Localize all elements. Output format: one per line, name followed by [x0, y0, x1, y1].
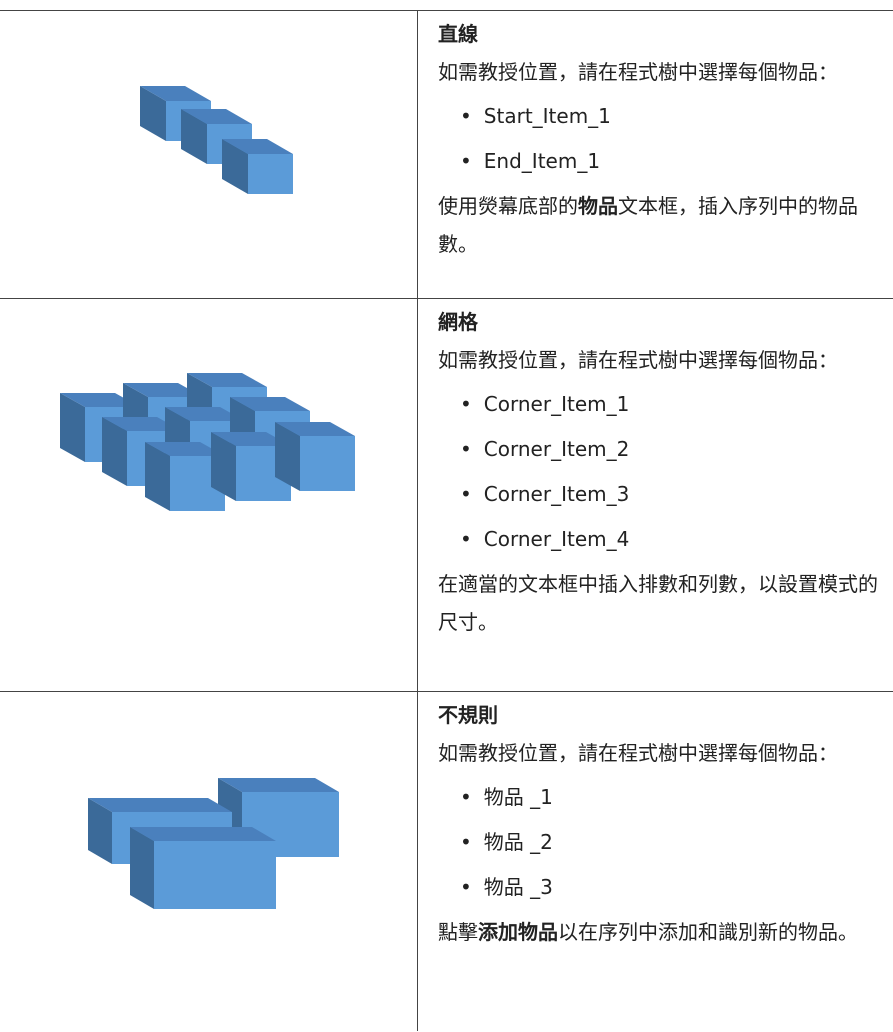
cube-illustration — [88, 778, 339, 909]
cube-front — [248, 154, 293, 194]
cube-top — [275, 422, 355, 436]
text-segment: 使用熒幕底部的 — [438, 194, 578, 218]
cube-front — [154, 841, 276, 909]
item: Corner_Item_1 — [460, 382, 888, 427]
item-list: Start_Item_1End_Item_1 — [438, 94, 888, 184]
item: Corner_Item_2 — [460, 427, 888, 472]
cube-top — [102, 417, 182, 431]
illustration-cell — [0, 11, 418, 298]
text-segment: 點擊 — [438, 920, 478, 944]
row-title: 網格 — [438, 310, 478, 334]
item: 物品 _1 — [460, 775, 888, 820]
cube-side — [211, 432, 236, 501]
cube-top — [211, 432, 291, 446]
cube-top — [60, 393, 140, 407]
item-list: 物品 _1物品 _2物品 _3 — [438, 775, 888, 910]
item: Corner_Item_4 — [460, 517, 888, 562]
cube-top — [187, 373, 267, 387]
cube-top — [218, 778, 339, 792]
cube-side — [222, 139, 248, 194]
cube-illustration — [60, 373, 355, 511]
item: End_Item_1 — [460, 139, 888, 184]
instruction: 如需教授位置，請在程式樹中選擇每個物品： — [438, 60, 838, 84]
cube-side — [275, 422, 300, 491]
cube-top — [123, 383, 203, 397]
cube-side — [88, 798, 112, 864]
cube-side — [140, 86, 166, 141]
cube-front — [300, 436, 355, 491]
cube-top — [222, 139, 293, 154]
cube-top — [145, 442, 225, 456]
cube-top — [130, 827, 276, 841]
cube-side — [130, 827, 154, 909]
cube-top — [165, 407, 245, 421]
cube-side — [181, 109, 207, 164]
cube-top — [181, 109, 252, 124]
cube-top — [230, 397, 310, 411]
text-segment: 以在序列中添加和識別新的物品。 — [558, 920, 858, 944]
text-segment: 文本框，插入序列中的物品數。 — [438, 194, 858, 256]
cube-side — [145, 442, 170, 511]
item: Start_Item_1 — [460, 94, 888, 139]
row-title: 直線 — [438, 22, 478, 46]
footer-note: 使用熒幕底部的物品文本框，插入序列中的物品數。 — [438, 187, 888, 263]
item-list: Corner_Item_1Corner_Item_2Corner_Item_3C… — [438, 382, 888, 562]
footer-note: 點擊添加物品以在序列中添加和識別新的物品。 — [438, 913, 888, 951]
text-segment: 在適當的文本框中插入排數和列數，以設置模式的尺寸。 — [438, 572, 878, 634]
cube-side — [60, 393, 85, 462]
cube-illustration — [140, 86, 293, 194]
item: 物品 _2 — [460, 820, 888, 865]
instruction: 如需教授位置，請在程式樹中選擇每個物品： — [438, 348, 838, 372]
item: Corner_Item_3 — [460, 472, 888, 517]
cube-top — [88, 798, 232, 812]
emphasis: 添加物品 — [478, 920, 558, 944]
cube-side — [102, 417, 127, 486]
text-cell: 網格如需教授位置，請在程式樹中選擇每個物品：Corner_Item_1Corne… — [438, 303, 888, 641]
table-row: 網格如需教授位置，請在程式樹中選擇每個物品：Corner_Item_1Corne… — [0, 298, 893, 691]
instruction: 如需教授位置，請在程式樹中選擇每個物品： — [438, 741, 838, 765]
illustration-cell — [0, 299, 418, 691]
emphasis: 物品 — [578, 194, 618, 218]
footer-note: 在適當的文本框中插入排數和列數，以設置模式的尺寸。 — [438, 565, 888, 641]
item: 物品 _3 — [460, 865, 888, 910]
illustration-cell — [0, 692, 418, 1031]
row-title: 不規則 — [438, 703, 498, 727]
cube-top — [140, 86, 211, 101]
